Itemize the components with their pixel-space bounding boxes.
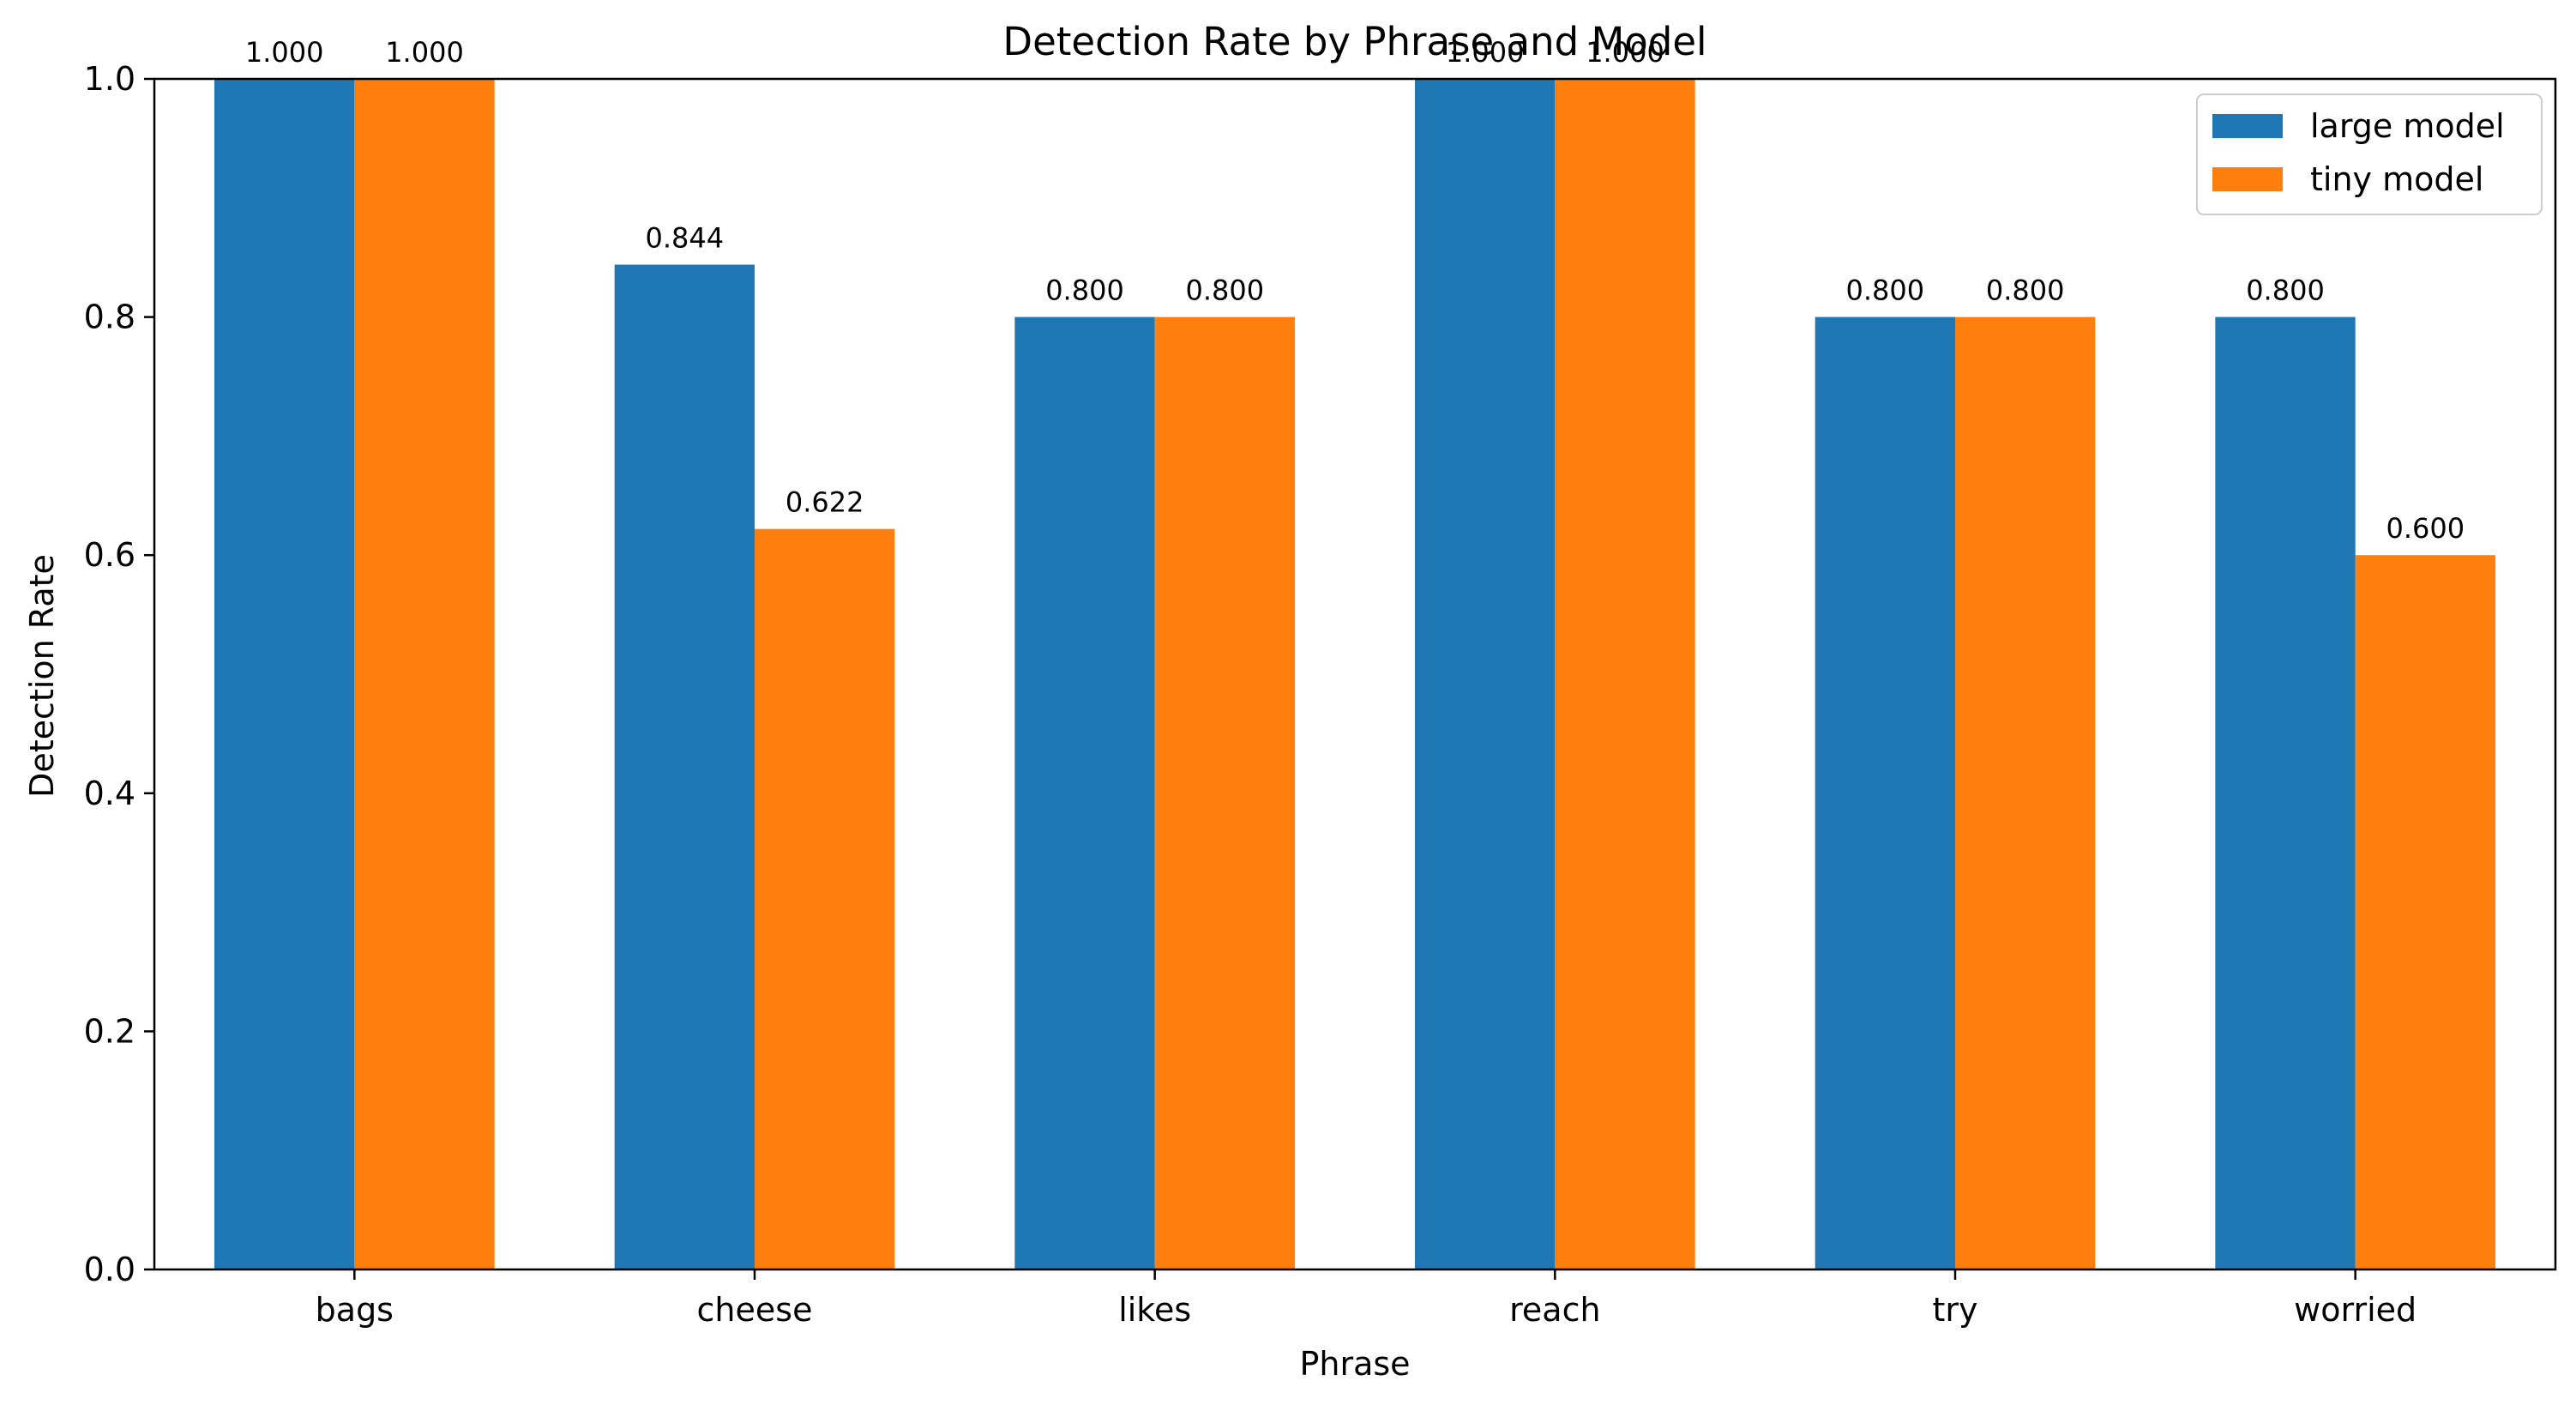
y-axis-label: Detection Rate xyxy=(23,554,61,798)
bar-tiny-model-bags xyxy=(354,79,495,1269)
value-label: 0.622 xyxy=(785,486,864,519)
bar-tiny-model-try xyxy=(1955,317,2096,1270)
bars-group xyxy=(214,79,2495,1270)
value-label: 1.000 xyxy=(385,36,464,69)
value-label: 1.000 xyxy=(1586,36,1664,69)
y-tick-label: 0.8 xyxy=(84,298,135,336)
x-tick-label: reach xyxy=(1509,1291,1600,1329)
bar-large-model-likes xyxy=(1014,317,1155,1270)
bar-large-model-bags xyxy=(214,79,355,1269)
x-tick-label: bags xyxy=(316,1291,394,1329)
bar-tiny-model-reach xyxy=(1555,79,1695,1269)
x-tick-label: likes xyxy=(1118,1291,1191,1329)
value-label: 0.800 xyxy=(2246,274,2325,307)
legend-label: tiny model xyxy=(2310,160,2483,198)
legend-box xyxy=(2196,93,2543,215)
value-labels-group: 1.000 0.844 0.800 1.000 0.800 0.800 1.000 0.622… xyxy=(245,36,2465,545)
bar-large-model-try xyxy=(1815,317,1955,1270)
x-axis-label: Phrase xyxy=(1299,1345,1410,1383)
legend-swatch xyxy=(2212,114,2283,138)
value-label: 0.800 xyxy=(1186,274,1265,307)
x-axis: bags cheese likes reach try worried xyxy=(316,1269,2417,1329)
x-tick-label: try xyxy=(1932,1291,1977,1329)
y-axis: 0.0 0.2 0.4 0.6 0.8 1.0 xyxy=(84,60,154,1288)
y-tick-label: 0.2 xyxy=(84,1012,135,1050)
bar-tiny-model-worried xyxy=(2355,555,2495,1269)
value-label: 0.800 xyxy=(1846,274,1925,307)
value-label: 0.844 xyxy=(646,222,725,255)
value-label: 1.000 xyxy=(245,36,324,69)
legend: large model tiny model xyxy=(2196,93,2543,215)
bar-tiny-model-cheese xyxy=(755,528,895,1269)
y-tick-label: 0.4 xyxy=(84,775,135,812)
chart-title: Detection Rate by Phrase and Model xyxy=(1002,19,1706,64)
x-tick-label: cheese xyxy=(697,1291,813,1329)
y-tick-label: 1.0 xyxy=(84,60,135,98)
legend-label: large model xyxy=(2310,107,2505,145)
x-tick-label: worried xyxy=(2294,1291,2417,1329)
value-label: 0.800 xyxy=(1045,274,1124,307)
value-label: 0.600 xyxy=(2386,512,2465,545)
legend-swatch xyxy=(2212,167,2283,191)
bar-large-model-cheese xyxy=(614,264,755,1269)
value-label: 0.800 xyxy=(1986,274,2065,307)
plot-frame xyxy=(153,77,2557,1271)
bar-large-model-reach xyxy=(1415,79,1556,1269)
value-label: 1.000 xyxy=(1446,36,1525,69)
bar-tiny-model-likes xyxy=(1154,317,1295,1270)
y-tick-label: 0.0 xyxy=(84,1251,135,1288)
y-tick-label: 0.6 xyxy=(84,536,135,574)
bar-large-model-worried xyxy=(2215,317,2356,1270)
